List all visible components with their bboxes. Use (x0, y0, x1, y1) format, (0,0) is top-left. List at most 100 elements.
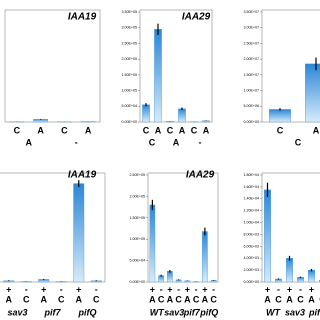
x-tick-label: A (184, 294, 191, 304)
group-label: - (199, 137, 202, 147)
y-tick-label: 2.00E+07 (244, 57, 260, 61)
y-tick-label: 6.00E+03 (244, 244, 260, 248)
treatment-label: - (160, 284, 163, 294)
y-tick-label: 1.50E+05 (122, 73, 138, 77)
group-label: pif7 (308, 307, 320, 317)
x-tick-label: C (210, 294, 217, 304)
group-label: C (295, 137, 302, 147)
group-label: sav3 (164, 307, 184, 317)
treatment-label: - (195, 284, 198, 294)
y-tick-label: 1.00E+05 (122, 89, 138, 93)
treatment-label: - (95, 284, 98, 294)
y-tick-label: 2.50E+07 (244, 41, 260, 45)
bar (178, 108, 186, 123)
treatment-label: - (277, 284, 280, 294)
bar (33, 119, 48, 123)
y-tick-label: 2.00E+05 (122, 57, 138, 61)
bar (73, 183, 85, 283)
x-tick-label: C (158, 294, 165, 304)
x-tick-label: A (202, 294, 209, 304)
x-tick-label: A (167, 294, 174, 304)
bar (297, 277, 305, 283)
group-label: A (26, 137, 33, 147)
treatment-label: - (60, 284, 63, 294)
y-tick-label: 0.00E+00 (244, 120, 260, 124)
treatment-label: + (167, 284, 172, 294)
x-tick-label: C (191, 125, 198, 135)
x-tick-label: A (6, 294, 13, 304)
y-tick-label: 3.00E+07 (244, 26, 260, 30)
treatment-label: + (202, 284, 207, 294)
group-label: sav3 (285, 307, 305, 317)
x-tick-label: A (179, 125, 186, 135)
group-label: sav3 (7, 307, 27, 317)
y-tick-label: 1.20E+04 (244, 209, 260, 213)
treatment-label: + (76, 284, 81, 294)
group-label: WT (150, 307, 165, 317)
panel-frame (261, 172, 320, 283)
x-tick-label: C (23, 294, 30, 304)
x-tick-label: C (193, 294, 200, 304)
x-tick-label: A (308, 294, 315, 304)
bar (305, 63, 320, 123)
y-tick-label: 0.00E+00 (130, 280, 146, 284)
group-label: A (173, 137, 180, 147)
x-tick-label: A (41, 294, 48, 304)
y-tick-label: 8.00E+03 (244, 232, 260, 236)
panel-frame (0, 172, 106, 283)
group-label: pif7 (183, 307, 201, 317)
y-tick-label: 1.00E+05 (130, 237, 146, 241)
group-label: pif7 (43, 307, 61, 317)
bar (154, 29, 162, 123)
treatment-label: - (212, 284, 215, 294)
x-tick-label: A (313, 125, 320, 135)
treatment-label: + (150, 284, 155, 294)
y-tick-label: 5.00E+04 (122, 104, 138, 108)
x-tick-label: C (61, 125, 68, 135)
x-tick-label: A (264, 294, 271, 304)
x-tick-label: C (167, 125, 174, 135)
treatment-label: - (299, 284, 302, 294)
panel-title: IAA19 (68, 12, 97, 23)
treatment-label: + (6, 284, 11, 294)
y-tick-label: 3.00E+05 (122, 26, 138, 30)
x-tick-label: C (297, 294, 304, 304)
x-tick-label: A (76, 294, 83, 304)
x-tick-label: C (14, 125, 21, 135)
y-tick-label: 0.00E+00 (244, 280, 260, 284)
group-label: WT (266, 307, 281, 317)
x-tick-label: C (175, 294, 182, 304)
panel-frame (147, 172, 219, 283)
bar (167, 271, 173, 283)
group-label: C (149, 137, 156, 147)
x-tick-label: A (203, 125, 210, 135)
bar (149, 204, 156, 283)
x-tick-label: A (286, 294, 293, 304)
x-tick-label: C (143, 125, 150, 135)
y-tick-label: 1.00E+04 (244, 221, 260, 225)
y-tick-label: 3.50E+07 (244, 10, 260, 14)
bar (308, 269, 316, 283)
treatment-label: + (309, 284, 314, 294)
y-tick-label: 4.00E+03 (244, 256, 260, 260)
x-tick-label: C (277, 125, 284, 135)
y-tick-label: 1.50E+07 (244, 73, 260, 77)
x-tick-label: C (93, 294, 100, 304)
bar (269, 109, 292, 123)
panel-frame (261, 9, 320, 123)
x-tick-label: A (155, 125, 162, 135)
y-tick-label: 5.00E+04 (130, 259, 146, 263)
y-tick-label: 5.00E+06 (244, 104, 260, 108)
y-tick-label: 3.50E+05 (122, 10, 138, 14)
panel-title: IAA29 (182, 12, 211, 23)
x-tick-label: A (149, 294, 156, 304)
treatment-label: + (185, 284, 190, 294)
x-tick-label: C (275, 294, 282, 304)
treatment-label: - (25, 284, 28, 294)
y-tick-label: 1.40E+04 (244, 197, 260, 201)
x-tick-label: C (58, 294, 65, 304)
group-label: pifQ (78, 307, 97, 317)
y-tick-label: 1.50E+05 (130, 216, 146, 220)
panel-frame (139, 9, 213, 123)
